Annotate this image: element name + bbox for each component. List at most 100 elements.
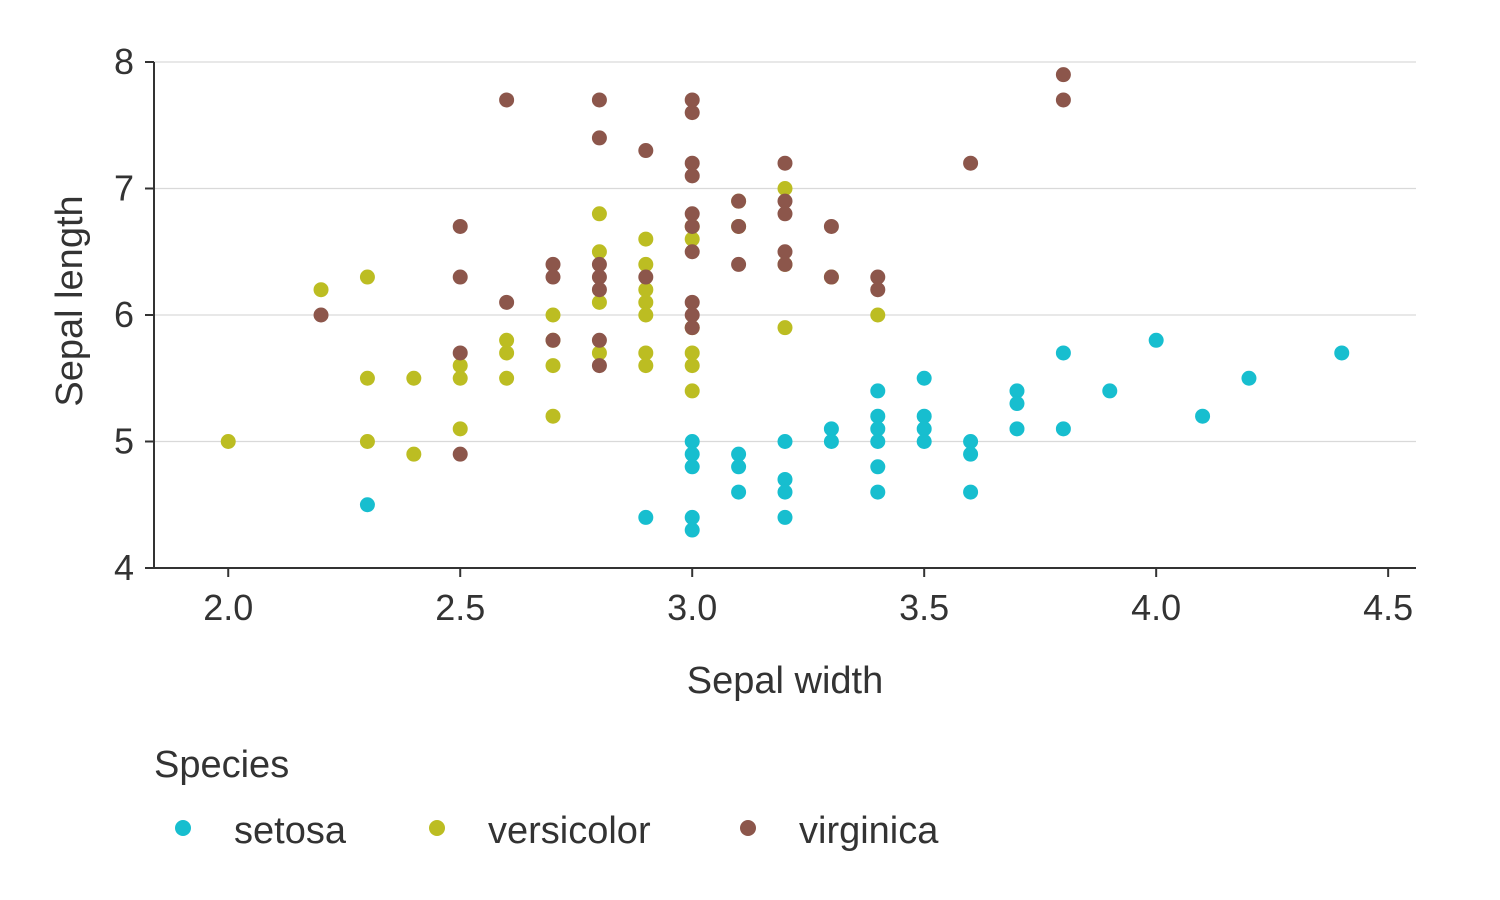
point-versicolor xyxy=(499,332,515,348)
x-tick-label: 4.0 xyxy=(1131,587,1181,628)
point-setosa xyxy=(731,459,747,475)
point-setosa xyxy=(684,509,700,525)
point-setosa xyxy=(916,421,932,437)
point-versicolor xyxy=(545,408,561,424)
point-setosa xyxy=(731,484,747,500)
legend-marker-virginica xyxy=(740,820,756,836)
y-ticks: 4 5 6 7 8 xyxy=(114,41,154,588)
point-versicolor xyxy=(499,370,515,386)
legend-marker-versicolor xyxy=(429,820,445,836)
point-virginica xyxy=(591,256,607,272)
point-setosa xyxy=(1102,383,1118,399)
point-virginica xyxy=(638,143,654,159)
x-tick-label: 3.5 xyxy=(899,587,949,628)
point-virginica xyxy=(870,269,886,285)
x-tick-label: 2.5 xyxy=(435,587,485,628)
legend-label-versicolor: versicolor xyxy=(488,810,651,852)
point-versicolor xyxy=(545,307,561,323)
point-virginica xyxy=(591,92,607,108)
y-tick-label: 8 xyxy=(114,41,134,82)
point-versicolor xyxy=(638,294,654,310)
point-versicolor xyxy=(499,345,515,361)
point-setosa xyxy=(1055,345,1071,361)
point-setosa xyxy=(916,370,932,386)
legend-label-virginica: virginica xyxy=(799,810,939,852)
point-setosa xyxy=(1055,421,1071,437)
point-setosa xyxy=(916,408,932,424)
point-setosa xyxy=(731,446,747,462)
point-versicolor xyxy=(591,294,607,310)
point-virginica xyxy=(684,218,700,234)
point-virginica xyxy=(452,218,468,234)
point-setosa xyxy=(684,459,700,475)
point-versicolor xyxy=(545,358,561,374)
y-tick-label: 7 xyxy=(114,168,134,209)
point-versicolor xyxy=(220,434,236,449)
point-virginica xyxy=(731,218,747,234)
y-tick-label: 6 xyxy=(114,294,134,335)
point-setosa xyxy=(823,434,839,449)
point-virginica xyxy=(684,168,700,184)
x-ticks: 2.0 2.5 3.0 3.5 4.0 4.5 xyxy=(203,568,1413,628)
point-setosa xyxy=(1009,396,1025,412)
point-versicolor xyxy=(638,231,654,247)
point-setosa xyxy=(870,484,886,500)
point-setosa xyxy=(870,421,886,437)
point-virginica xyxy=(963,155,979,171)
point-setosa xyxy=(1009,383,1025,399)
point-versicolor xyxy=(684,383,700,399)
y-tick-label: 4 xyxy=(114,547,134,588)
point-versicolor xyxy=(638,282,654,298)
point-virginica xyxy=(452,345,468,361)
x-axis-title: Sepal width xyxy=(687,660,883,702)
point-setosa xyxy=(1148,332,1164,348)
point-virginica xyxy=(499,92,515,108)
point-setosa xyxy=(916,434,932,449)
x-tick-label: 4.5 xyxy=(1363,587,1413,628)
point-versicolor xyxy=(638,358,654,374)
x-tick-label: 2.0 xyxy=(203,587,253,628)
point-setosa xyxy=(1241,370,1257,386)
point-virginica xyxy=(684,244,700,260)
data-points xyxy=(220,67,1350,538)
point-setosa xyxy=(870,459,886,475)
legend: Species setosa versicolor virginica xyxy=(154,744,939,852)
point-setosa xyxy=(870,434,886,449)
point-virginica xyxy=(777,155,793,171)
point-virginica xyxy=(777,193,793,209)
point-setosa xyxy=(870,408,886,424)
point-versicolor xyxy=(591,345,607,361)
point-virginica xyxy=(684,206,700,222)
point-setosa xyxy=(1334,345,1350,361)
point-setosa xyxy=(823,421,839,437)
legend-marker-setosa xyxy=(175,820,191,836)
y-axis-title: Sepal length xyxy=(49,195,91,406)
point-virginica xyxy=(591,269,607,285)
point-setosa xyxy=(684,446,700,462)
point-versicolor xyxy=(313,282,329,298)
point-virginica xyxy=(591,130,607,146)
point-virginica xyxy=(684,307,700,323)
point-virginica xyxy=(870,282,886,298)
legend-title: Species xyxy=(154,744,289,786)
point-versicolor xyxy=(638,256,654,272)
x-tick-label: 3.0 xyxy=(667,587,717,628)
point-virginica xyxy=(684,320,700,336)
point-versicolor xyxy=(638,345,654,361)
y-tick-label: 5 xyxy=(114,421,134,462)
point-virginica xyxy=(545,332,561,348)
point-versicolor xyxy=(684,345,700,361)
point-virginica xyxy=(777,256,793,272)
point-virginica xyxy=(731,193,747,209)
point-setosa xyxy=(777,484,793,500)
point-setosa xyxy=(684,522,700,538)
point-virginica xyxy=(731,256,747,272)
point-versicolor xyxy=(452,358,468,374)
point-setosa xyxy=(359,497,375,513)
point-virginica xyxy=(777,244,793,260)
point-virginica xyxy=(545,256,561,272)
point-virginica xyxy=(591,358,607,374)
point-setosa xyxy=(963,484,979,500)
point-versicolor xyxy=(591,244,607,260)
